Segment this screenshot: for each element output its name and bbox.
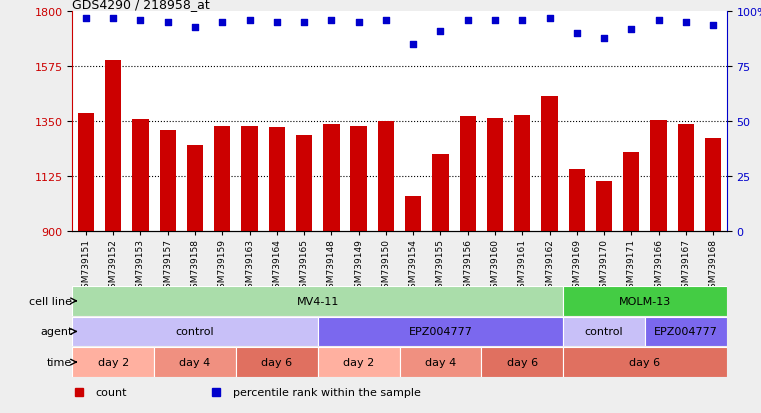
Point (462, 18, 474, 24)
Point (161, 20, 174, 27)
Text: control: control (584, 327, 623, 337)
Bar (351, 127, 367, 232)
Bar (514, 116, 530, 232)
Bar (72, 286, 563, 316)
Point (271, 20, 283, 27)
Bar (160, 131, 176, 232)
Bar (481, 347, 563, 377)
Bar (678, 124, 694, 232)
Point (652, 18, 664, 24)
Bar (318, 317, 563, 347)
Point (598, 36, 610, 42)
Point (435, 29, 447, 36)
Bar (236, 347, 318, 377)
Bar (405, 196, 422, 232)
Point (707, 22, 719, 29)
Text: day 6: day 6 (261, 357, 292, 367)
Bar (296, 135, 312, 232)
Bar (154, 347, 236, 377)
Bar (705, 139, 721, 232)
Text: MOLM-13: MOLM-13 (619, 296, 671, 306)
Text: GDS4290 / 218958_at: GDS4290 / 218958_at (72, 0, 210, 11)
Text: day 2: day 2 (97, 357, 129, 367)
Text: day 2: day 2 (343, 357, 374, 367)
Text: cell line: cell line (29, 296, 72, 306)
Point (571, 31, 583, 38)
Point (80, 16, 92, 22)
Text: EPZ004777: EPZ004777 (654, 327, 718, 337)
Bar (596, 182, 613, 232)
Point (489, 18, 501, 24)
Bar (460, 117, 476, 232)
Text: percentile rank within the sample: percentile rank within the sample (233, 387, 421, 397)
Point (407, 42, 419, 49)
Bar (132, 120, 148, 232)
Point (352, 20, 365, 27)
Point (516, 18, 528, 24)
Text: time: time (47, 357, 72, 367)
Bar (563, 347, 727, 377)
Point (107, 16, 119, 22)
Bar (323, 124, 339, 232)
Text: EPZ004777: EPZ004777 (409, 327, 473, 337)
Bar (400, 347, 481, 377)
Bar (318, 347, 400, 377)
Text: day 6: day 6 (629, 357, 661, 367)
Bar (645, 317, 727, 347)
Bar (269, 128, 285, 232)
Text: day 4: day 4 (425, 357, 456, 367)
Point (680, 20, 692, 27)
Bar (241, 127, 258, 232)
Bar (72, 347, 154, 377)
Point (189, 24, 201, 31)
Bar (541, 97, 558, 232)
Bar (623, 152, 639, 232)
Point (380, 18, 392, 24)
Bar (568, 170, 585, 232)
Bar (72, 317, 318, 347)
Point (626, 26, 638, 33)
Text: control: control (176, 327, 215, 337)
Bar (487, 119, 503, 232)
Text: day 6: day 6 (507, 357, 538, 367)
Text: agent: agent (40, 327, 72, 337)
Bar (563, 317, 645, 347)
Point (244, 18, 256, 24)
Bar (651, 121, 667, 232)
Point (135, 18, 147, 24)
Text: count: count (95, 387, 126, 397)
Point (325, 18, 337, 24)
Bar (377, 122, 394, 232)
Bar (432, 155, 449, 232)
Point (543, 16, 556, 22)
Bar (563, 286, 727, 316)
Bar (187, 145, 203, 232)
Bar (214, 127, 231, 232)
Text: day 4: day 4 (180, 357, 211, 367)
Bar (105, 61, 122, 232)
Point (298, 20, 310, 27)
Text: MV4-11: MV4-11 (297, 296, 339, 306)
Point (216, 20, 228, 27)
Bar (78, 114, 94, 232)
